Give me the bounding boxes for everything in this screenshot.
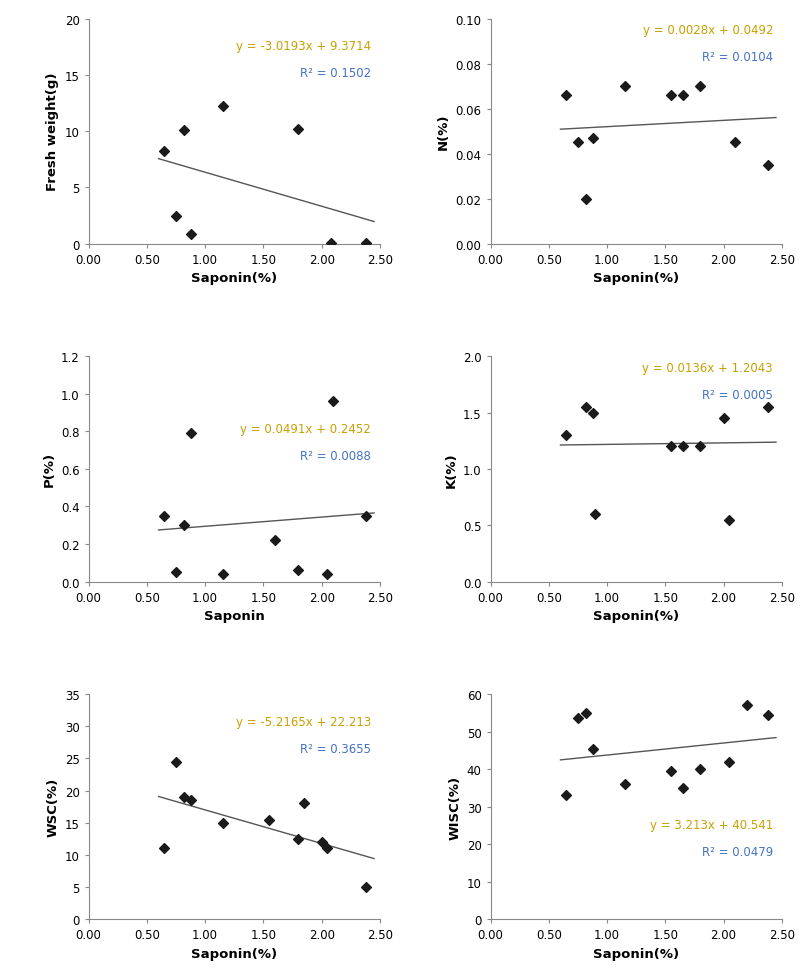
Point — [762, 400, 775, 416]
Point — [723, 754, 736, 770]
Y-axis label: P(%): P(%) — [43, 452, 56, 487]
Point — [587, 741, 600, 757]
Point — [292, 122, 305, 138]
Point — [216, 815, 229, 830]
Point — [729, 136, 742, 152]
X-axis label: Saponin(%): Saponin(%) — [593, 609, 679, 622]
Text: y = 3.213x + 40.541: y = 3.213x + 40.541 — [650, 819, 773, 831]
Y-axis label: N(%): N(%) — [437, 113, 450, 151]
Text: y = -5.2165x + 22.213: y = -5.2165x + 22.213 — [236, 715, 372, 728]
Point — [560, 88, 573, 104]
Point — [762, 158, 775, 174]
Point — [587, 131, 600, 147]
Y-axis label: Fresh weight(g): Fresh weight(g) — [46, 72, 59, 192]
Point — [327, 394, 340, 410]
Text: R² = 0.0088: R² = 0.0088 — [301, 450, 372, 463]
Point — [665, 764, 678, 779]
Point — [560, 787, 573, 803]
Point — [694, 79, 707, 95]
Point — [321, 566, 334, 582]
Text: R² = 0.3655: R² = 0.3655 — [300, 742, 372, 755]
Text: y = -3.0193x + 9.3714: y = -3.0193x + 9.3714 — [236, 40, 372, 53]
Point — [676, 439, 689, 455]
Point — [185, 227, 197, 243]
Point — [359, 509, 372, 524]
Point — [178, 518, 191, 534]
Point — [618, 79, 631, 95]
Text: y = 0.0136x + 1.2043: y = 0.0136x + 1.2043 — [642, 362, 773, 375]
Point — [676, 780, 689, 796]
X-axis label: Saponin(%): Saponin(%) — [191, 947, 277, 959]
Point — [158, 841, 171, 857]
Text: R² = 0.0479: R² = 0.0479 — [702, 845, 773, 859]
Point — [589, 507, 602, 522]
Point — [587, 405, 600, 421]
Point — [292, 562, 305, 578]
Y-axis label: WSC(%): WSC(%) — [46, 778, 59, 836]
Point — [268, 533, 281, 549]
Point — [741, 697, 754, 713]
Point — [560, 428, 573, 444]
Point — [694, 439, 707, 455]
Point — [292, 831, 305, 847]
Point — [263, 812, 276, 827]
Point — [325, 236, 338, 251]
Point — [580, 705, 592, 721]
Text: R² = 0.0005: R² = 0.0005 — [702, 388, 773, 402]
Point — [297, 796, 310, 812]
Point — [762, 707, 775, 723]
X-axis label: Saponin(%): Saponin(%) — [593, 947, 679, 959]
Point — [315, 834, 328, 850]
Point — [694, 762, 707, 778]
Text: R² = 0.0104: R² = 0.0104 — [702, 51, 773, 65]
X-axis label: Saponin: Saponin — [204, 609, 264, 622]
Text: R² = 0.1502: R² = 0.1502 — [300, 67, 372, 80]
Y-axis label: K(%): K(%) — [444, 452, 457, 487]
Point — [571, 136, 584, 152]
Point — [580, 400, 592, 416]
Y-axis label: WISC(%): WISC(%) — [448, 775, 461, 839]
Point — [169, 754, 182, 770]
Point — [158, 145, 171, 160]
Point — [717, 411, 730, 426]
X-axis label: Saponin(%): Saponin(%) — [593, 272, 679, 285]
Point — [321, 841, 334, 857]
Text: y = 0.0491x + 0.2452: y = 0.0491x + 0.2452 — [240, 422, 372, 435]
Point — [359, 879, 372, 895]
Point — [216, 100, 229, 115]
Point — [158, 509, 171, 524]
Point — [185, 792, 197, 808]
Point — [178, 123, 191, 139]
Point — [169, 208, 182, 224]
Point — [169, 564, 182, 580]
Point — [580, 192, 592, 207]
Point — [665, 439, 678, 455]
Text: y = 0.0028x + 0.0492: y = 0.0028x + 0.0492 — [642, 24, 773, 37]
Point — [359, 236, 372, 251]
Point — [178, 789, 191, 805]
Point — [676, 88, 689, 104]
Point — [216, 566, 229, 582]
X-axis label: Saponin(%): Saponin(%) — [191, 272, 277, 285]
Point — [665, 88, 678, 104]
Point — [571, 711, 584, 727]
Point — [723, 512, 736, 528]
Point — [618, 777, 631, 792]
Point — [185, 426, 197, 442]
